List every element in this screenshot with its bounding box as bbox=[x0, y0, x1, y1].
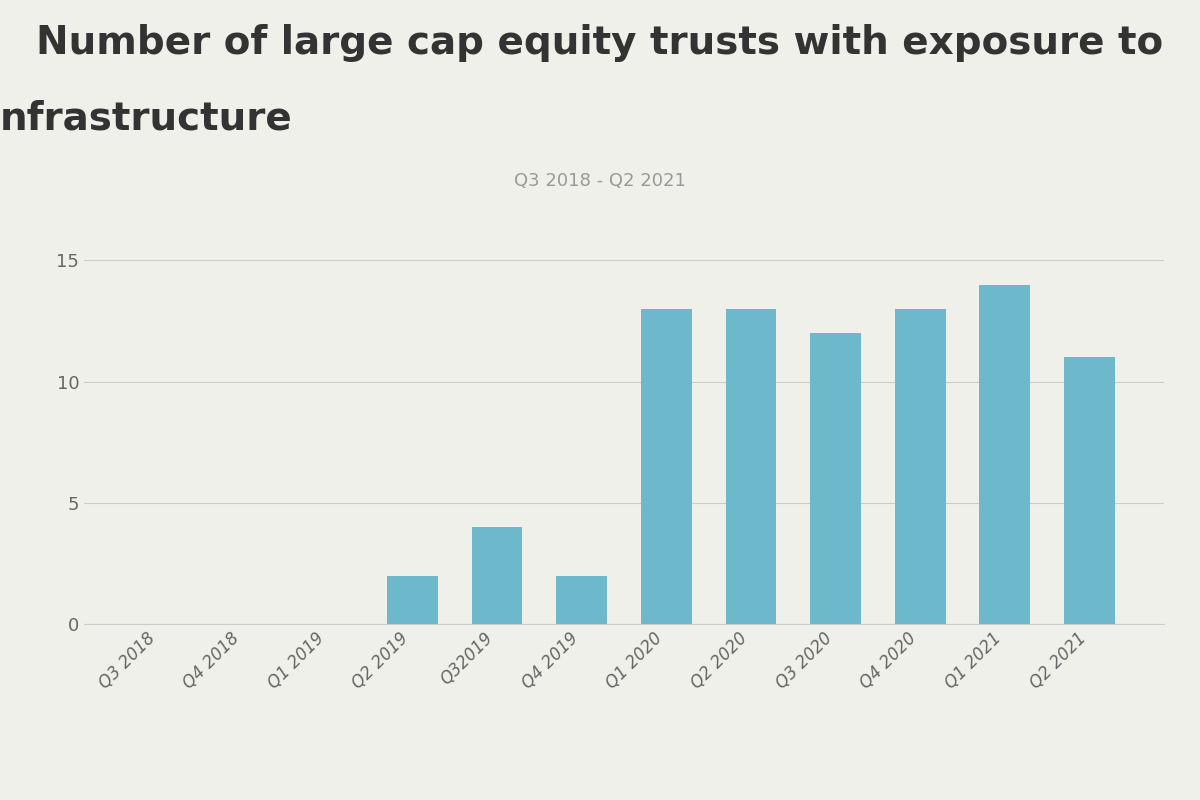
Bar bbox=[388, 575, 438, 624]
Bar bbox=[557, 575, 607, 624]
Bar bbox=[726, 309, 776, 624]
Bar bbox=[472, 527, 522, 624]
Bar bbox=[810, 333, 860, 624]
Bar bbox=[641, 309, 691, 624]
Text: nfrastructure: nfrastructure bbox=[0, 100, 293, 138]
Bar bbox=[1064, 358, 1115, 624]
Text: Number of large cap equity trusts with exposure to: Number of large cap equity trusts with e… bbox=[36, 24, 1164, 62]
Bar bbox=[895, 309, 946, 624]
Text: Q3 2018 - Q2 2021: Q3 2018 - Q2 2021 bbox=[514, 172, 686, 190]
Bar bbox=[979, 285, 1031, 624]
